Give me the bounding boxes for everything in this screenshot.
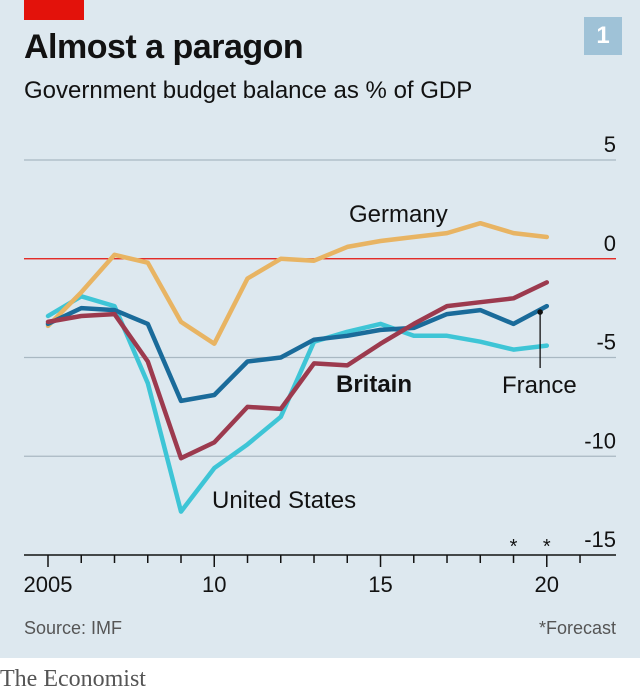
series-line-france [45,303,550,404]
forecast-asterisk: * [543,536,551,558]
y-tick-label: 0 [604,231,616,256]
brand-red-tag [24,0,84,20]
y-tick-label: -15 [584,527,616,552]
x-tick-label: 10 [202,572,226,597]
y-tick-label: 5 [604,132,616,157]
series-label-britain: Britain [336,371,412,398]
france-leader-dot [537,309,543,315]
forecast-asterisk: * [510,536,518,558]
source-note: Source: IMF [24,618,123,638]
series-label-united-states: United States [212,487,356,514]
series-line-germany [45,220,550,346]
y-tick-label: -10 [584,428,616,453]
chart-number-badge: 1 [584,17,622,55]
chart-panel [0,0,640,658]
x-tick-label: 2005 [24,572,73,597]
chart-title: Almost a paragon [24,28,304,66]
series-label-germany: Germany [349,201,448,228]
series-label-france: France [502,372,577,399]
y-tick-label: -5 [596,330,616,355]
chart-subtitle: Government budget balance as % of GDP [24,77,473,104]
x-tick-label: 15 [368,572,392,597]
series-line-united-states [45,294,550,514]
series-line-britain [45,280,550,461]
line-chart: 5 0 -5 -10 -15 2005 10 15 20 * * Germany Britain Unit… [24,132,616,597]
x-tick-label: 20 [535,572,559,597]
forecast-footnote: *Forecast [538,618,616,638]
publisher-brand: The Economist [0,666,146,692]
